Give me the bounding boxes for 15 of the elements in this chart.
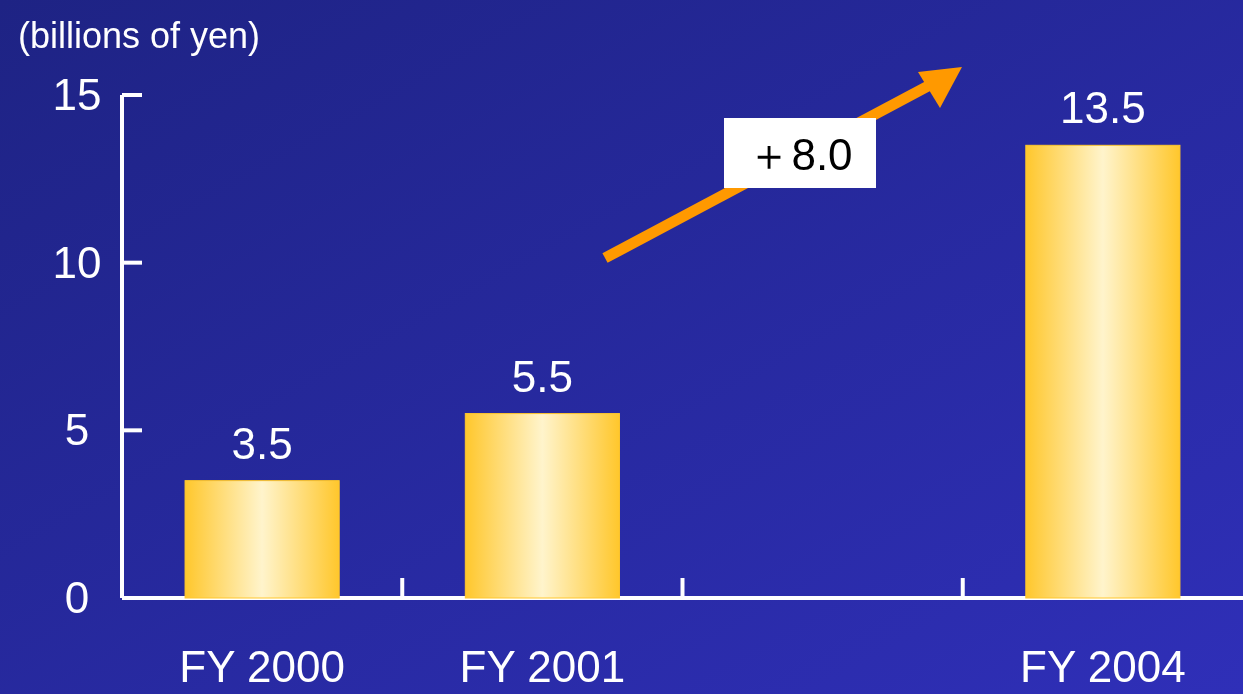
- y-tick-label: 0: [64, 573, 90, 622]
- bar: [1025, 144, 1181, 599]
- x-tick-label: FY 2000: [179, 642, 345, 691]
- data-label: 5.5: [511, 351, 573, 401]
- y-tick-label: 10: [52, 237, 102, 287]
- y-tick-label: 15: [52, 70, 102, 119]
- y-tick-label: 5: [64, 405, 90, 455]
- bar: [464, 413, 620, 599]
- y-axis-title: (billions of yen): [18, 15, 261, 56]
- data-label: 3.5: [231, 418, 293, 468]
- x-tick-label: FY 2001: [459, 642, 626, 691]
- bar: [184, 480, 340, 599]
- x-tick-label: FY 2004: [1020, 642, 1186, 691]
- annotation: ＋8.0: [747, 130, 853, 179]
- data-label: 13.5: [1060, 83, 1146, 133]
